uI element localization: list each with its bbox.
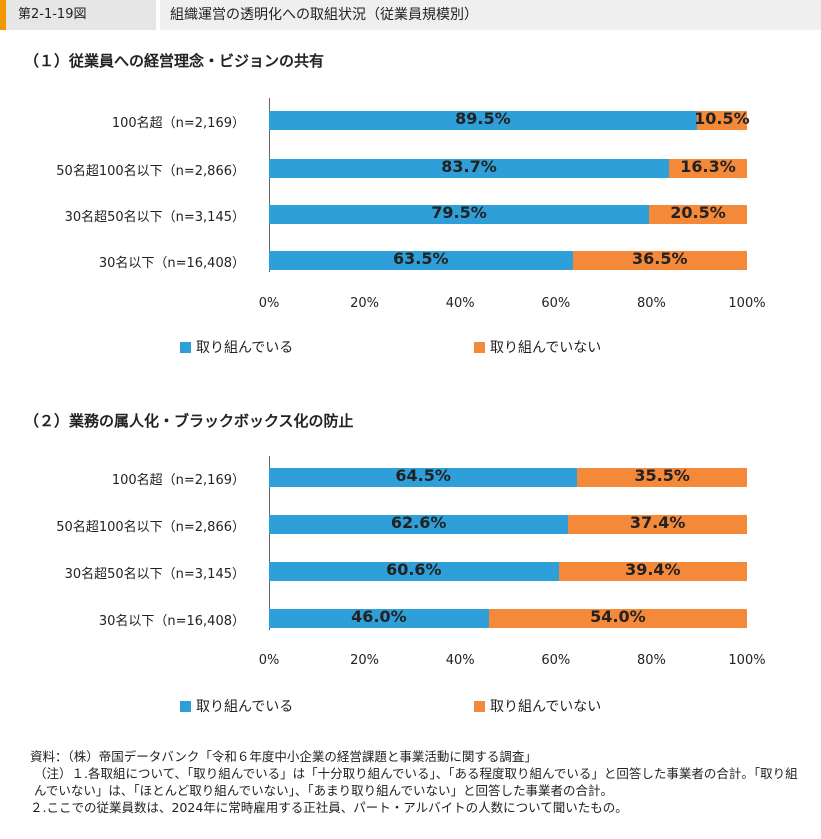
chart-1-bar-not-engaged xyxy=(649,205,747,224)
chart-1-x-tick-label: 60% xyxy=(541,296,571,311)
chart-2-bar-not-engaged xyxy=(568,515,747,534)
chart-1-bar-not-engaged xyxy=(669,159,747,178)
note-source: 資料：（株）帝国データバンク「令和６年度中小企業の経営課題と事業活動に関する調査… xyxy=(30,749,537,764)
chart-2-data-label: 35.5% xyxy=(634,466,690,485)
chart-1-legend-item: 取り組んでいない xyxy=(474,337,601,357)
chart-2-x-tick-label: 0% xyxy=(258,653,280,668)
chart-1-bar-engaged xyxy=(269,251,573,270)
chart-2-data-label: 39.4% xyxy=(625,560,681,579)
chart-1-bar-not-engaged xyxy=(696,111,747,130)
chart-2-bar-engaged xyxy=(269,515,569,534)
figure-title: 組織運営の透明化への取組状況（従業員規模別） xyxy=(160,0,821,30)
chart-1-legend-item: 取り組んでいる xyxy=(180,337,293,357)
chart-1-category-label: 30名超50名以下（n=3,145） xyxy=(64,210,245,225)
figure-number: 第2-1-19図 xyxy=(0,0,156,30)
chart-1-bar-not-engaged xyxy=(572,251,747,270)
chart-2-x-tick-label: 40% xyxy=(445,653,475,668)
note-1: （注）１.各取組について、「取り組んでいる」は「十分取り組んでいる」、「ある程度… xyxy=(34,766,798,798)
chart-1-data-label: 20.5% xyxy=(670,203,726,222)
chart-2-x-tick-label: 80% xyxy=(636,653,666,668)
chart-2-data-label: 46.0% xyxy=(351,607,407,626)
chart-1-category-label: 30名以下（n=16,408） xyxy=(98,256,245,271)
chart-2-x-tick-label: 100% xyxy=(728,653,766,668)
chart-2-bar-not-engaged xyxy=(558,562,747,581)
note-2: ２.ここでの従業員数は、2024年に常時雇用する正社員、パート・アルバイトの人数… xyxy=(30,800,628,815)
chart-2-legend-item: 取り組んでいる xyxy=(180,696,293,716)
chart-1-bar-engaged xyxy=(269,111,697,130)
notes: 資料：（株）帝国データバンク「令和６年度中小企業の経営課題と事業活動に関する調査… xyxy=(30,748,810,816)
chart-2-legend-item: 取り組んでいない xyxy=(474,696,601,716)
legend-swatch xyxy=(180,700,191,712)
chart-2-bar-engaged xyxy=(269,609,489,628)
chart-1-x-tick-label: 0% xyxy=(258,296,280,311)
chart-1-bar-engaged xyxy=(269,159,670,178)
legend-label: 取り組んでいない xyxy=(490,699,602,715)
legend-label: 取り組んでいる xyxy=(196,340,294,356)
chart-1-x-tick-label: 100% xyxy=(728,296,766,311)
chart-2-category-label: 30名超50名以下（n=3,145） xyxy=(64,567,245,582)
chart-1-data-label: 16.3% xyxy=(680,157,736,176)
figure-header: 第2-1-19図 組織運営の透明化への取組状況（従業員規模別） xyxy=(0,0,821,30)
legend-swatch xyxy=(180,341,191,353)
chart-2-bar-not-engaged xyxy=(577,468,747,487)
chart-1-x-tick-label: 20% xyxy=(350,296,380,311)
chart-2-category-label: 100名超（n=2,169） xyxy=(111,473,245,488)
chart-2-category-label: 30名以下（n=16,408） xyxy=(98,614,245,629)
chart-1-title: （１）従業員への経営理念・ビジョンの共有 xyxy=(24,52,325,70)
legend-swatch xyxy=(474,341,485,353)
chart-2-data-label: 64.5% xyxy=(395,466,451,485)
chart-2-category-label: 50名超100名以下（n=2,866） xyxy=(56,520,245,535)
legend-label: 取り組んでいる xyxy=(196,699,294,715)
chart-2-y-axis-line xyxy=(269,456,270,630)
chart-2-data-label: 37.4% xyxy=(629,513,686,532)
chart-1-category-label: 50名超100名以下（n=2,866） xyxy=(56,164,245,179)
chart-1-y-axis-line xyxy=(269,98,270,272)
chart-2-bar-engaged xyxy=(269,562,559,581)
chart-2-title: （２）業務の属人化・ブラックボックス化の防止 xyxy=(24,412,354,430)
chart-2-data-label: 54.0% xyxy=(590,607,646,626)
chart-2-data-label: 62.6% xyxy=(390,513,447,532)
chart-1-data-label: 63.5% xyxy=(393,249,449,268)
chart-1-x-tick-label: 80% xyxy=(636,296,666,311)
chart-1-data-label: 83.7% xyxy=(441,157,497,176)
chart-2-x-tick-label: 20% xyxy=(350,653,380,668)
chart-2-data-label: 60.6% xyxy=(386,560,442,579)
chart-1-category-label: 100名超（n=2,169） xyxy=(111,116,245,131)
chart-2-bar-engaged xyxy=(269,468,578,487)
legend-swatch xyxy=(474,700,485,712)
chart-2-x-tick-label: 60% xyxy=(541,653,571,668)
chart-1-data-label: 79.5% xyxy=(431,203,487,222)
chart-1-bar-engaged xyxy=(269,205,649,224)
chart-1-data-label: 36.5% xyxy=(631,249,688,268)
chart-1-data-label: 89.5% xyxy=(455,109,511,128)
legend-label: 取り組んでいない xyxy=(490,340,602,356)
chart-1-data-label: 10.5% xyxy=(694,109,750,128)
chart-1-x-tick-label: 40% xyxy=(445,296,475,311)
chart-2-bar-not-engaged xyxy=(488,609,747,628)
